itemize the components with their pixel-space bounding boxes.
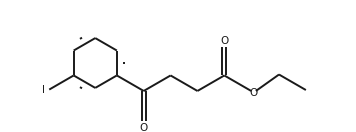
Text: I: I (42, 86, 46, 95)
Text: O: O (140, 123, 148, 132)
Text: O: O (250, 88, 258, 98)
Text: O: O (220, 36, 229, 46)
